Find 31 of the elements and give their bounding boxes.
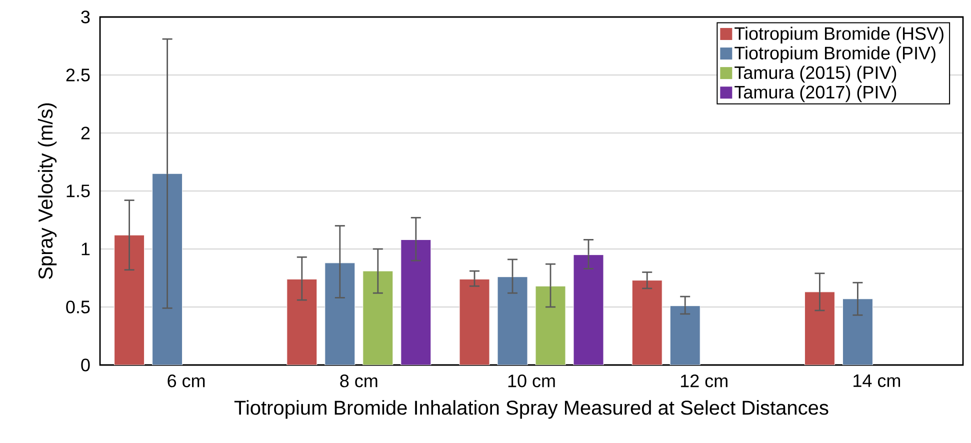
legend-label: Tiotropium Bromide (HSV) [734,26,944,44]
x-tick-label: 12 cm [680,374,728,388]
y-tick-label: 2 [81,126,90,140]
y-tick-label: 1 [82,242,90,256]
bar [459,278,490,365]
x-tick-label: 14 cm [854,374,900,388]
legend-label: Tiotropium Bromide (PIV) [734,46,936,64]
bar [400,239,432,365]
bar [573,254,604,365]
legend-label: Tamura (2017) (PIV) [734,85,896,102]
legend-label: Tamura (2015) (PIV) [734,66,896,83]
bar [497,276,528,365]
y-tick-label: 0 [81,358,90,372]
bar [362,270,394,365]
y-tick-label: 2.5 [66,68,90,82]
bar [535,286,566,365]
x-tick-label: 10 cm [508,374,555,388]
x-tick-label: 8 cm [340,374,378,388]
x-tick-label: 6 cm [168,374,205,388]
y-axis-title: Spray Velocity (m/s) [38,103,57,279]
bar [632,280,662,365]
bar [842,298,873,365]
bar [114,234,145,365]
y-tick-label: 0.5 [66,300,90,314]
bar [804,292,835,365]
y-tick-label: 3 [81,10,90,24]
bar [670,306,700,365]
bar [286,278,318,365]
y-tick-label: 1.5 [66,184,90,198]
bar [324,262,356,365]
x-axis-title: Tiotropium Bromide Inhalation Spray Measured at Select Distances [234,400,828,419]
